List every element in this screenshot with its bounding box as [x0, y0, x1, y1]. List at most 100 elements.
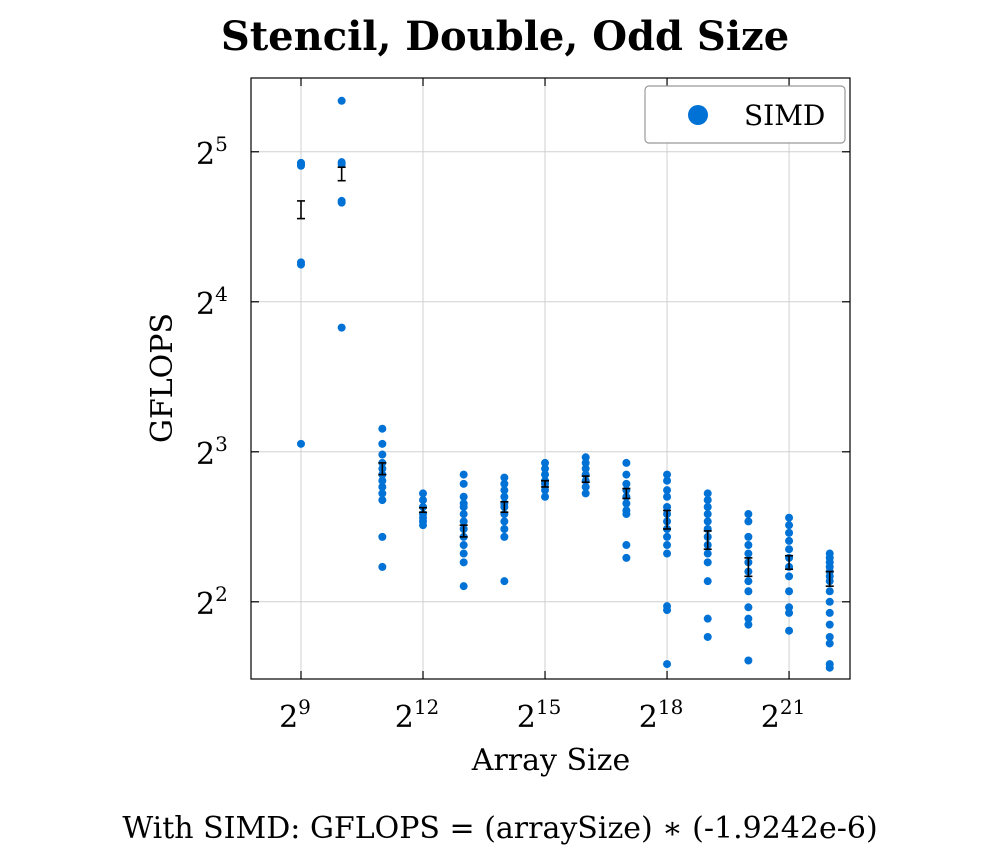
- data-point: [459, 492, 468, 501]
- data-point: [703, 489, 712, 498]
- data-point: [581, 458, 590, 467]
- data-point: [825, 587, 834, 596]
- data-point: [378, 439, 387, 448]
- data-point: [663, 660, 672, 669]
- error-bar: [378, 462, 387, 476]
- y-tick-label: 24: [196, 282, 228, 322]
- data-point: [663, 470, 672, 479]
- data-point: [703, 502, 712, 511]
- data-point: [459, 517, 468, 526]
- data-point: [500, 473, 509, 482]
- x-tick-label: 218: [639, 695, 684, 735]
- error-bar: [419, 506, 428, 514]
- data-point: [500, 517, 509, 526]
- data-point: [500, 577, 509, 586]
- data-point: [500, 524, 509, 533]
- data-point: [744, 532, 753, 541]
- data-point: [459, 470, 468, 479]
- data-point: [378, 476, 387, 485]
- x-tick-label: 212: [395, 695, 440, 735]
- data-point: [785, 608, 794, 617]
- data-point: [663, 532, 672, 541]
- data-point: [622, 499, 631, 508]
- data-point: [378, 496, 387, 505]
- data-point: [744, 510, 753, 519]
- data-point: [581, 482, 590, 491]
- x-tick-labels: 29 212 215 218 221: [279, 695, 805, 735]
- data-point: [581, 464, 590, 473]
- data-point: [744, 541, 753, 550]
- data-point: [459, 502, 468, 511]
- data-point: [622, 541, 631, 550]
- data-point: [622, 479, 631, 488]
- y-tick-label: 22: [196, 582, 228, 622]
- error-bar: [663, 509, 672, 530]
- data-point: [703, 632, 712, 641]
- data-point: [785, 528, 794, 537]
- scatter-points: [296, 96, 834, 672]
- data-point: [296, 439, 305, 448]
- data-point: [744, 603, 753, 612]
- data-point: [622, 458, 631, 467]
- data-point: [419, 521, 428, 530]
- data-point: [744, 577, 753, 586]
- data-point: [785, 603, 794, 612]
- data-point: [703, 549, 712, 558]
- data-point: [378, 482, 387, 491]
- error-bar: [459, 524, 468, 538]
- grid: [251, 78, 850, 679]
- data-point: [744, 549, 753, 558]
- data-point: [378, 562, 387, 571]
- error-bar: [622, 487, 631, 500]
- data-point: [581, 489, 590, 498]
- error-bar: [703, 530, 712, 551]
- data-point: [378, 532, 387, 541]
- error-bar: [581, 475, 590, 484]
- data-point: [785, 521, 794, 530]
- data-point: [459, 549, 468, 558]
- data-point: [459, 479, 468, 488]
- y-tick-label: 25: [196, 132, 228, 172]
- data-point: [703, 510, 712, 519]
- data-point: [296, 258, 305, 267]
- data-point: [663, 606, 672, 615]
- legend: SIMD: [644, 85, 846, 144]
- data-point: [785, 626, 794, 635]
- data-point: [378, 450, 387, 459]
- data-point: [825, 639, 834, 648]
- data-point: [459, 541, 468, 550]
- data-point: [825, 608, 834, 617]
- axis-ticks: [251, 78, 850, 679]
- x-tick-label: 215: [517, 695, 562, 735]
- error-bar: [541, 479, 550, 488]
- data-point: [785, 545, 794, 554]
- data-point: [703, 496, 712, 505]
- data-point: [825, 632, 834, 641]
- data-point: [703, 517, 712, 526]
- error-bar: [785, 554, 794, 571]
- data-point: [663, 502, 672, 511]
- data-point: [541, 464, 550, 473]
- data-point: [378, 489, 387, 498]
- data-point: [785, 572, 794, 581]
- legend-box: [644, 85, 846, 144]
- data-point: [419, 496, 428, 505]
- chart-title: Stencil, Double, Odd Size: [221, 13, 789, 60]
- data-point: [663, 476, 672, 485]
- error-bar: [744, 557, 753, 578]
- data-point: [622, 470, 631, 479]
- data-point: [663, 549, 672, 558]
- data-point: [419, 489, 428, 498]
- legend-marker: [688, 105, 708, 125]
- plot-frame: [250, 77, 851, 680]
- y-axis-label: GFLOPS: [145, 313, 180, 443]
- legend-label: SIMD: [744, 99, 825, 132]
- data-point: [703, 614, 712, 623]
- data-point: [744, 587, 753, 596]
- data-point: [703, 558, 712, 567]
- data-point: [337, 96, 346, 105]
- x-tick-label: 221: [761, 695, 806, 735]
- data-point: [500, 486, 509, 495]
- x-axis-label: Array Size: [471, 743, 630, 778]
